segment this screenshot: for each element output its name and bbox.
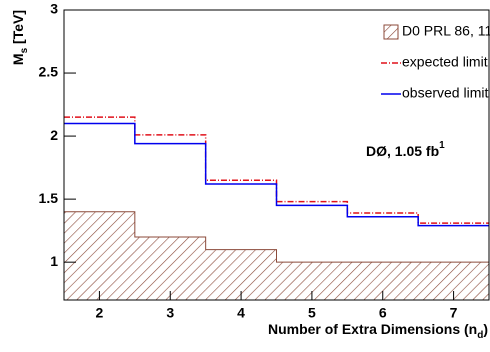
x-tick-label: 2 [96, 305, 104, 321]
y-label-sub: s [19, 47, 30, 53]
x-tick-label: 7 [450, 305, 458, 321]
annotation-sup: 1 [439, 140, 445, 151]
x-tick-label: 4 [237, 305, 245, 321]
step-outline [64, 211, 489, 263]
annotation-main: DØ, 1.05 fb [366, 143, 439, 159]
y-tick-label: 3 [50, 1, 58, 17]
hatched-bar [134, 236, 206, 300]
y-label-main: M [10, 53, 26, 65]
x-tick-label: 6 [379, 305, 387, 321]
y-tick-label: 1.5 [39, 190, 59, 206]
y-axis-label: Ms [TeV] [10, 10, 30, 65]
hatched-bar [64, 211, 135, 300]
annotation: DØ, 1.05 fb1 [366, 140, 445, 159]
y-label-end: [TeV] [10, 10, 26, 48]
step-outline [64, 122, 489, 227]
x-tick-label: 3 [166, 305, 174, 321]
plot-frame [63, 9, 490, 301]
legend-swatch [383, 24, 399, 40]
x-label-sub: d [477, 330, 483, 341]
legend-label: D0 PRL 86, 1156 (2001) [402, 23, 490, 39]
legend-label: observed limit [402, 85, 488, 101]
x-label-end: ) [483, 321, 488, 337]
y-tick-label: 1 [50, 253, 58, 269]
y-tick-label: 2 [50, 127, 58, 143]
x-axis-label: Number of Extra Dimensions (nd) [268, 321, 488, 341]
legend-label: expected limit [402, 54, 488, 70]
y-tick-label: 2.5 [39, 64, 59, 80]
x-label-main: Number of Extra Dimensions (n [268, 321, 477, 337]
x-tick-label: 5 [308, 305, 316, 321]
step-outline [64, 116, 489, 224]
